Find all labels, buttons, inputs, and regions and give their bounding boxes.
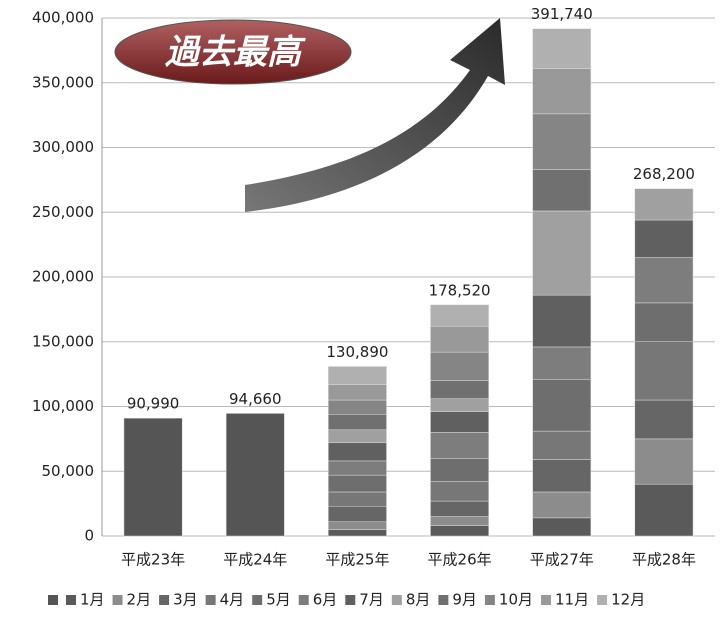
legend-swatch [438, 595, 449, 605]
legend-swatch [112, 595, 123, 605]
bar-segment [328, 505, 387, 523]
bar-segment [532, 28, 592, 69]
legend-label: 11月 [555, 591, 589, 609]
bar-segment [634, 399, 694, 440]
bar-segment [430, 380, 489, 399]
arrow [245, 18, 505, 212]
bar-segment [328, 491, 387, 507]
total-label: 268,200 [633, 165, 695, 183]
bar-segment [634, 302, 694, 342]
bar-segment [225, 413, 285, 537]
x-tick-label: 平成23年 [121, 551, 185, 569]
bar-segment [634, 483, 694, 537]
annotation-bubble [114, 19, 352, 85]
bar-segment [328, 460, 387, 476]
legend-label: 3月 [173, 591, 198, 609]
legend-label: 4月 [220, 591, 245, 609]
bar-segment [532, 459, 592, 493]
bar-segment [532, 346, 592, 380]
bar-segment [634, 257, 694, 304]
y-tick-label: 200,000 [32, 268, 94, 286]
bar-segment [634, 341, 694, 401]
plot-area: 0 50,000 100,000 150,000 200,000 250,000 300,0… [32, 5, 715, 569]
legend-label: 12月 [611, 591, 645, 609]
y-tick-label: 300,000 [32, 138, 94, 156]
x-tick-label: 平成26年 [428, 551, 492, 569]
x-tick-label: 平成25年 [325, 551, 389, 569]
bar-segment [430, 525, 489, 537]
legend-label: 2月 [127, 591, 152, 609]
bar-segment [532, 68, 592, 115]
x-tick-label: 平成27年 [530, 551, 594, 569]
annotation: 過去最高 [165, 33, 306, 73]
bar-segment [328, 366, 387, 385]
bar-segment [532, 379, 592, 432]
bar-segment [430, 500, 489, 517]
bar-segment [328, 442, 387, 462]
bar-segment [123, 417, 183, 537]
bar-segment [532, 430, 592, 460]
legend-swatch [541, 595, 552, 605]
y-tick-label: 350,000 [32, 73, 94, 91]
total-label: 178,520 [429, 281, 491, 299]
bar-segment [634, 188, 694, 221]
bar-segment [430, 516, 489, 526]
legend-label: 10月 [499, 591, 533, 609]
legend-swatch [252, 595, 263, 605]
bar-segment [634, 438, 694, 485]
x-tick-label: 平成24年 [223, 551, 287, 569]
legend-swatch [66, 595, 76, 605]
bar-segment [328, 414, 387, 431]
bar-segment [430, 458, 489, 482]
bar-segment [328, 474, 387, 493]
legend-swatch [159, 595, 170, 605]
y-tick-label: 150,000 [32, 332, 94, 350]
legend-label: 5月 [266, 591, 291, 609]
bar-segment [328, 429, 387, 444]
legend-swatch [205, 595, 216, 605]
bar-segment [430, 304, 489, 327]
bar-segment [532, 294, 592, 348]
bar-segment [328, 529, 387, 537]
bar-segment [532, 517, 592, 537]
y-tick-label: 400,000 [32, 9, 94, 27]
legend-label: 7月 [359, 591, 384, 609]
bar-segment [532, 113, 592, 170]
bar-segment [430, 432, 489, 459]
y-tick-label: 100,000 [32, 397, 94, 415]
bar-segment [634, 219, 694, 258]
legend-swatch [298, 595, 309, 605]
y-tick-label: 250,000 [32, 203, 94, 221]
total-label: 90,990 [127, 395, 180, 413]
x-tick-label: 平成28年 [632, 551, 696, 569]
bar-segment [328, 384, 387, 401]
legend-label: 9月 [452, 591, 477, 609]
bar-segment [430, 351, 489, 381]
bar-segment [430, 481, 489, 502]
legend-swatch [484, 595, 495, 605]
legend-label: 1月 [80, 591, 105, 609]
bar-segment [430, 411, 489, 433]
bar-segment [532, 491, 592, 519]
legend-label: 8月 [406, 591, 431, 609]
legend-swatch [597, 595, 608, 605]
bar-segment [430, 325, 489, 353]
y-tick-label: 0 [84, 527, 94, 545]
legend-swatch [391, 595, 402, 605]
legend-swatch [48, 595, 58, 605]
total-label: 130,890 [326, 343, 388, 361]
y-tick-label: 50,000 [42, 462, 95, 480]
bar-segment [532, 169, 592, 212]
legend-label: 6月 [313, 591, 338, 609]
total-label: 94,660 [229, 390, 282, 408]
bar-segment [328, 399, 387, 415]
total-label: 391,740 [531, 5, 593, 23]
bar-segment [430, 398, 489, 412]
bar-segment [328, 521, 387, 530]
legend-swatch [345, 595, 356, 605]
bar-segment [532, 210, 592, 296]
